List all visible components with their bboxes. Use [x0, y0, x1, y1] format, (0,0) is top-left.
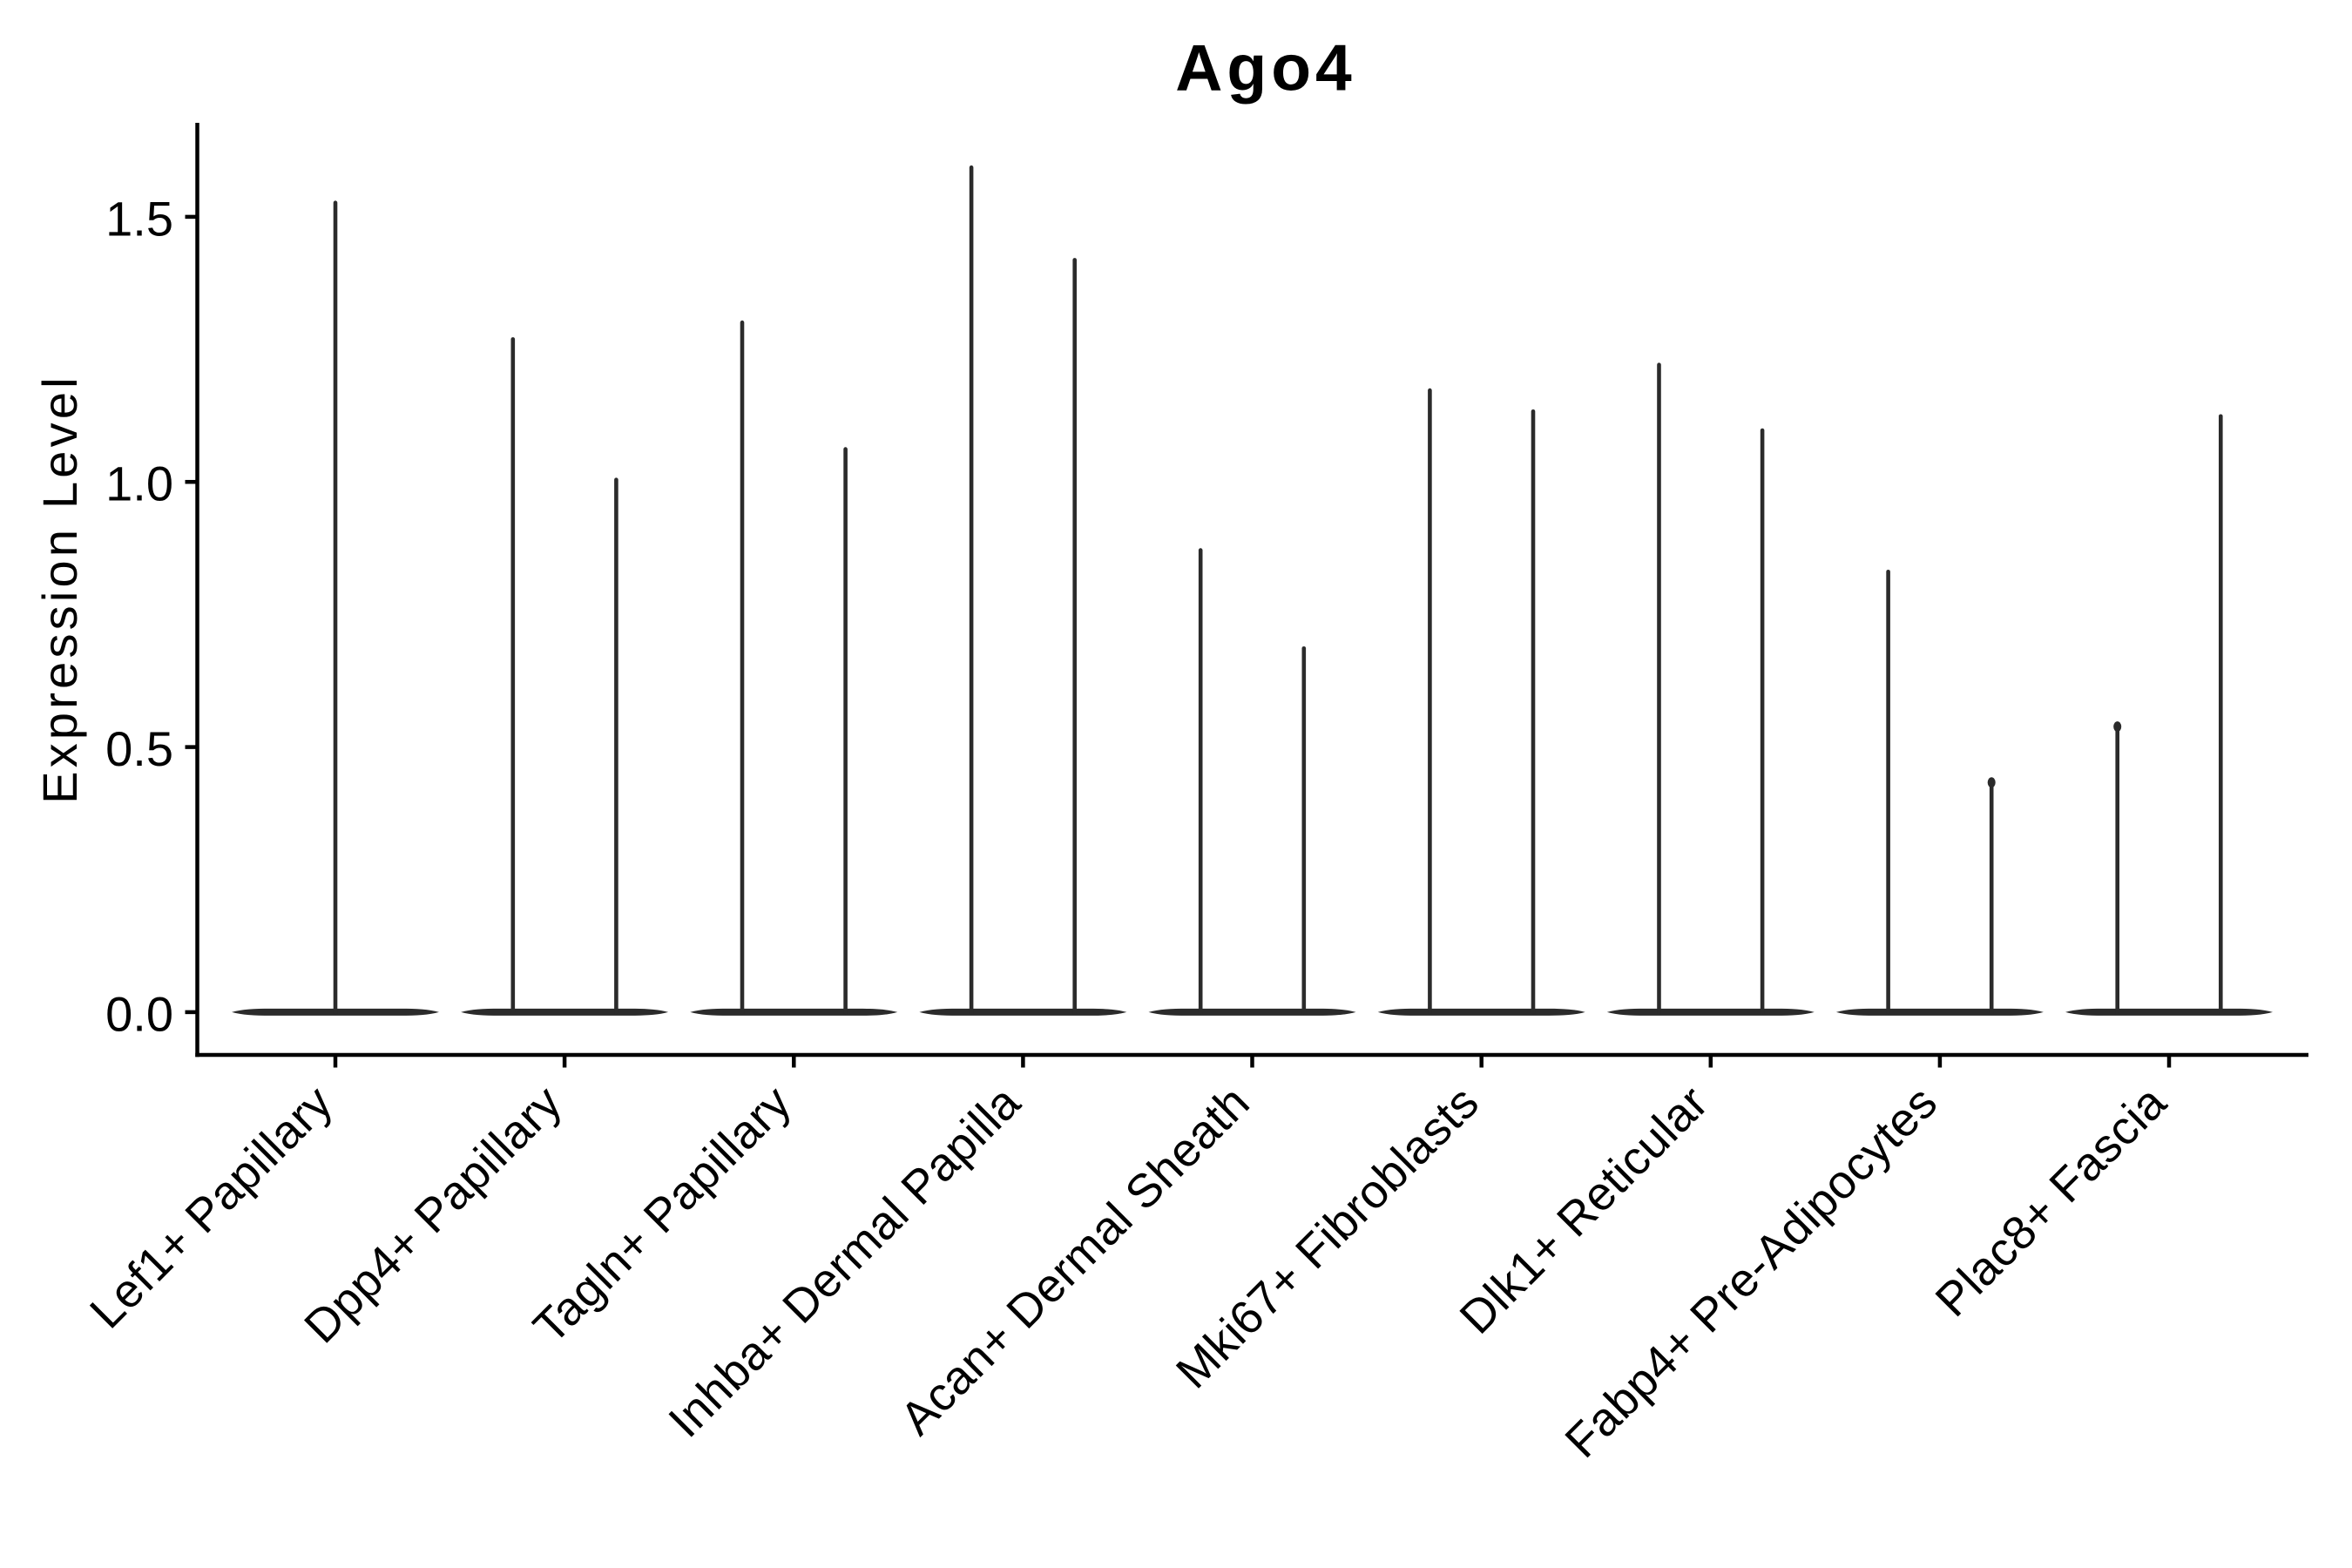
svg-text:1.0: 1.0 — [105, 456, 173, 511]
svg-text:0.5: 0.5 — [105, 721, 173, 776]
svg-text:0.0: 0.0 — [105, 986, 173, 1041]
svg-text:Ago4: Ago4 — [1175, 30, 1356, 104]
svg-text:1.5: 1.5 — [105, 191, 173, 246]
svg-text:Expression Level: Expression Level — [32, 374, 87, 804]
